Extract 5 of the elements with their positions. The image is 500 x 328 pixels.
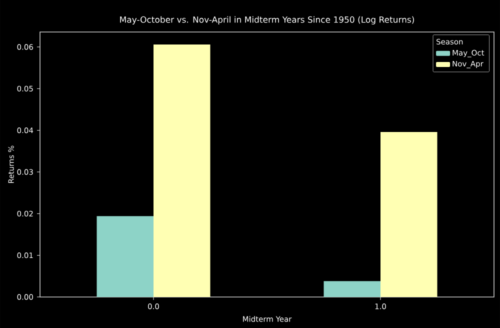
bar	[96, 216, 154, 297]
bar	[154, 44, 210, 297]
bar	[380, 132, 438, 297]
chart-title: May-October vs. Nov-April in Midterm Years Since 1950 (Log Returns)	[120, 16, 414, 24]
bar	[324, 281, 380, 297]
